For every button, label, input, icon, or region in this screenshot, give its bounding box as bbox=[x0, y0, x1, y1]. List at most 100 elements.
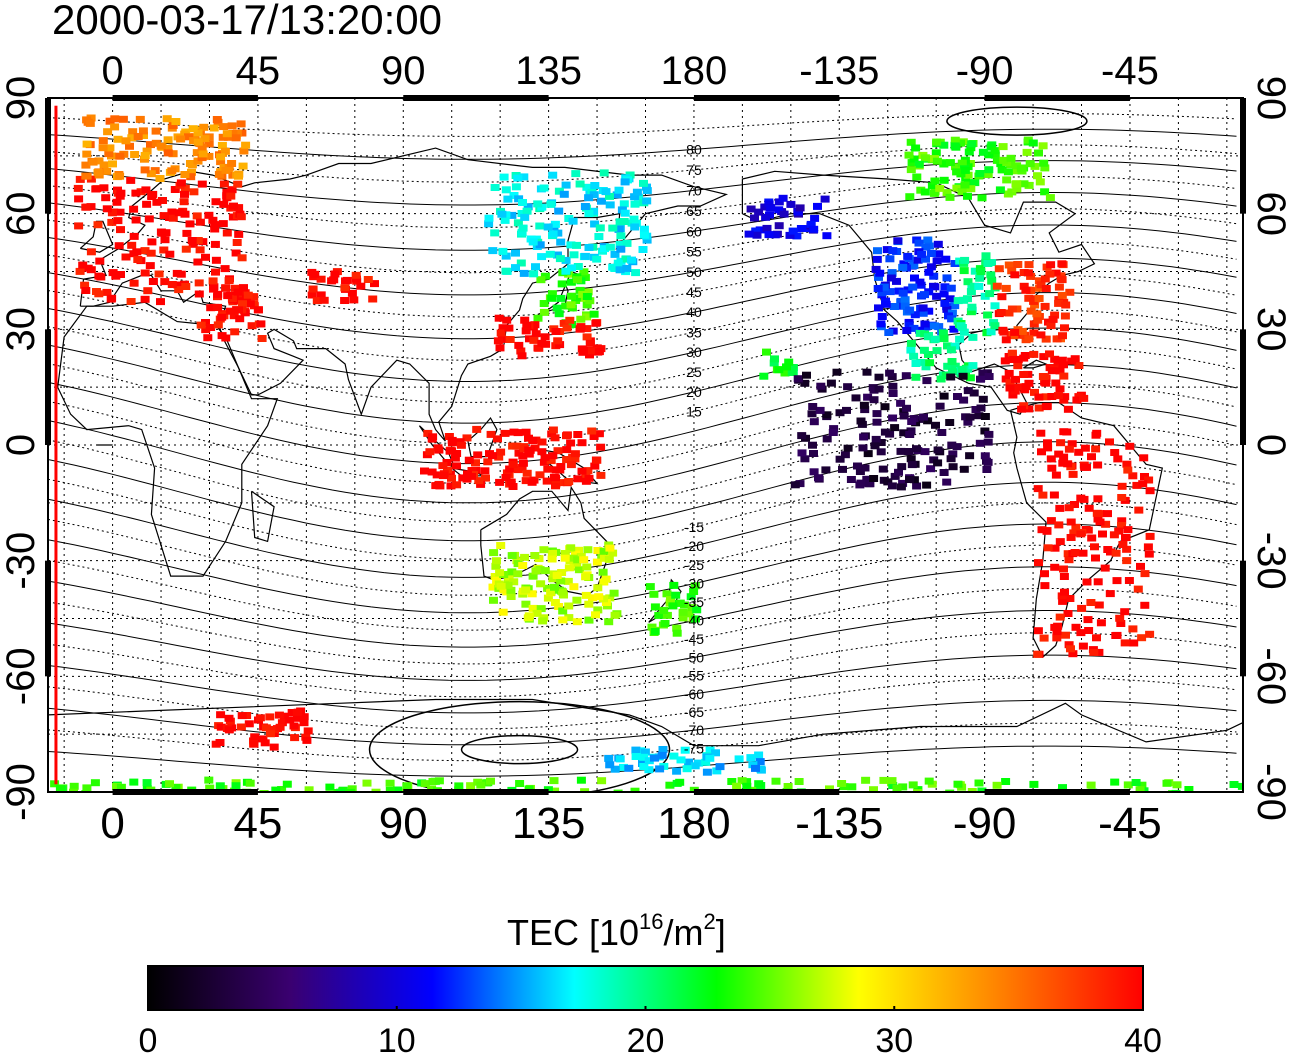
tec-cell bbox=[543, 223, 553, 231]
tec-cell bbox=[856, 417, 866, 425]
tec-cell bbox=[573, 276, 582, 284]
tec-cell bbox=[274, 711, 284, 719]
tec-cell bbox=[1131, 779, 1141, 786]
tec-cell bbox=[553, 251, 562, 259]
tec-cell bbox=[969, 389, 979, 397]
tec-cell bbox=[734, 755, 744, 763]
tec-cell bbox=[930, 335, 940, 343]
tec-cell bbox=[554, 603, 564, 610]
tec-cell bbox=[619, 218, 629, 225]
tec-cell bbox=[1145, 630, 1155, 638]
tec-cell bbox=[950, 260, 960, 267]
left-lat-tick-label: 30 bbox=[0, 307, 43, 352]
tec-cell bbox=[571, 170, 581, 178]
tec-cell bbox=[206, 304, 216, 312]
tec-cell bbox=[1061, 631, 1070, 639]
tec-cell bbox=[980, 452, 990, 460]
tec-cell bbox=[1007, 188, 1017, 196]
tec-cell bbox=[908, 283, 918, 291]
tec-cell bbox=[678, 608, 688, 616]
tec-cell bbox=[238, 162, 248, 170]
tec-cell bbox=[899, 260, 909, 268]
tec-cell bbox=[1064, 445, 1074, 453]
tec-cell bbox=[580, 252, 590, 260]
tec-cell bbox=[189, 188, 199, 196]
mag-lat-label: -40 bbox=[684, 613, 704, 629]
tec-cell bbox=[423, 429, 433, 437]
tec-cell bbox=[518, 562, 528, 569]
left-lat-tick-label: -90 bbox=[0, 763, 43, 821]
tec-cell bbox=[270, 725, 279, 733]
tec-cell bbox=[892, 784, 902, 792]
tec-cell bbox=[249, 293, 259, 301]
tec-cell bbox=[630, 193, 640, 201]
tec-cell bbox=[203, 334, 213, 342]
tec-cell bbox=[504, 324, 514, 332]
tec-cell bbox=[590, 182, 600, 189]
tec-cell bbox=[601, 575, 611, 583]
tec-cell bbox=[1123, 781, 1133, 789]
tec-cell bbox=[959, 267, 969, 275]
tec-cell bbox=[168, 214, 178, 222]
tec-cell bbox=[554, 187, 564, 195]
right-lat-tick-label: 90 bbox=[1249, 76, 1292, 121]
tec-cell bbox=[539, 300, 549, 307]
tec-cell bbox=[102, 205, 112, 213]
tec-cell bbox=[1116, 620, 1126, 627]
tec-cell bbox=[1043, 544, 1053, 552]
tec-cell bbox=[196, 321, 206, 329]
tec-cell bbox=[575, 286, 585, 294]
tec-cell bbox=[163, 144, 173, 152]
tec-cell bbox=[986, 328, 996, 336]
tec-cell bbox=[1094, 648, 1104, 656]
tec-cell bbox=[813, 202, 822, 210]
tec-cell bbox=[920, 291, 929, 299]
left-lat-tick-label: 90 bbox=[0, 76, 43, 121]
tec-cell bbox=[480, 467, 490, 475]
tec-cell bbox=[1033, 485, 1043, 493]
tec-cell bbox=[1162, 779, 1172, 787]
tec-cell bbox=[933, 240, 943, 248]
tec-cell bbox=[550, 787, 560, 792]
tec-cell bbox=[595, 224, 605, 232]
tec-cell bbox=[186, 173, 196, 181]
tec-cell bbox=[829, 425, 839, 433]
tec-cell bbox=[957, 188, 967, 195]
tec-cell bbox=[926, 465, 936, 473]
tec-cell bbox=[984, 373, 994, 380]
tec-cell bbox=[1060, 588, 1069, 596]
tec-cell bbox=[75, 267, 85, 275]
tec-cell bbox=[923, 333, 933, 341]
tec-cell bbox=[914, 160, 924, 168]
tec-cell bbox=[746, 754, 756, 762]
tec-cell bbox=[527, 478, 537, 486]
tec-cell bbox=[975, 274, 985, 282]
tec-cell bbox=[1030, 301, 1040, 309]
tec-cell bbox=[642, 197, 652, 205]
tec-cell bbox=[552, 572, 562, 579]
tec-cell bbox=[621, 255, 631, 263]
tec-cell bbox=[608, 224, 618, 232]
tec-cell bbox=[509, 578, 519, 586]
tec-cell bbox=[770, 231, 780, 239]
tec-cell bbox=[627, 256, 636, 264]
tec-cell bbox=[780, 369, 790, 377]
tec-cell bbox=[1080, 463, 1090, 471]
tec-cell bbox=[234, 230, 244, 238]
tec-cell bbox=[630, 223, 640, 231]
tec-cell bbox=[919, 346, 929, 354]
tec-cell bbox=[986, 271, 996, 279]
tec-cell bbox=[682, 765, 692, 773]
tec-cell bbox=[711, 749, 720, 757]
tec-cell bbox=[997, 293, 1007, 301]
tec-cell bbox=[924, 777, 934, 785]
tec-cell bbox=[842, 406, 851, 414]
map-edge-bars bbox=[45, 95, 1246, 795]
tec-cell bbox=[942, 305, 952, 313]
tec-cell bbox=[981, 252, 991, 260]
tec-cell bbox=[208, 216, 218, 224]
tec-cell bbox=[966, 288, 976, 296]
tec-cell bbox=[630, 787, 640, 792]
tec-cell bbox=[613, 259, 623, 267]
tec-cell bbox=[539, 184, 549, 192]
